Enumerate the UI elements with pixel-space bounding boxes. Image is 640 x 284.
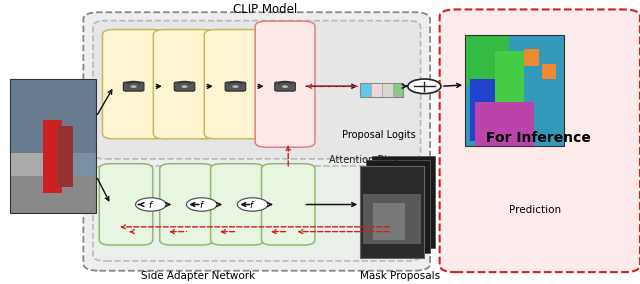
Circle shape — [237, 198, 268, 211]
Bar — [367, 160, 430, 252]
Text: Side Adapter Network: Side Adapter Network — [141, 271, 255, 281]
FancyBboxPatch shape — [174, 82, 195, 91]
FancyBboxPatch shape — [93, 166, 420, 261]
Bar — [465, 35, 564, 146]
Text: $\it{f}$: $\it{f}$ — [148, 199, 154, 210]
Bar — [360, 166, 424, 258]
FancyBboxPatch shape — [262, 164, 315, 245]
FancyBboxPatch shape — [99, 164, 153, 245]
FancyBboxPatch shape — [275, 82, 295, 91]
Circle shape — [186, 198, 217, 211]
FancyBboxPatch shape — [440, 9, 640, 272]
Bar — [381, 83, 392, 97]
Bar — [10, 79, 96, 214]
FancyBboxPatch shape — [204, 30, 267, 139]
Bar — [43, 120, 62, 193]
Bar — [470, 79, 524, 141]
Circle shape — [136, 198, 166, 211]
Bar — [465, 35, 564, 146]
Bar — [10, 153, 58, 214]
FancyBboxPatch shape — [154, 30, 216, 139]
Bar — [10, 79, 96, 153]
FancyBboxPatch shape — [102, 30, 165, 139]
Bar — [495, 51, 524, 113]
Bar — [360, 83, 371, 97]
Circle shape — [232, 85, 239, 88]
Bar — [465, 35, 509, 85]
Bar — [392, 83, 403, 97]
FancyBboxPatch shape — [255, 21, 315, 147]
Text: Mask Proposals: Mask Proposals — [360, 271, 440, 281]
Text: $\it{f}$: $\it{f}$ — [198, 199, 205, 210]
FancyBboxPatch shape — [160, 164, 213, 245]
Circle shape — [182, 85, 188, 88]
Text: Proposal Logits: Proposal Logits — [342, 130, 416, 140]
Bar — [372, 156, 435, 248]
Bar — [371, 83, 381, 97]
Bar — [360, 166, 424, 258]
FancyBboxPatch shape — [93, 21, 420, 159]
Bar — [524, 49, 539, 66]
Text: CLIP Model: CLIP Model — [232, 3, 297, 16]
Bar — [10, 176, 96, 214]
Text: $\it{f}$: $\it{f}$ — [250, 199, 256, 210]
Bar — [542, 64, 556, 79]
Text: Attention Bias: Attention Bias — [329, 155, 398, 165]
Circle shape — [408, 79, 441, 93]
Circle shape — [282, 85, 288, 88]
Bar — [373, 203, 404, 240]
Text: For Inference: For Inference — [486, 131, 591, 145]
Bar — [58, 126, 73, 187]
Bar — [475, 102, 534, 146]
FancyBboxPatch shape — [211, 164, 264, 245]
Bar — [10, 79, 96, 214]
Bar — [360, 83, 403, 97]
FancyBboxPatch shape — [225, 82, 246, 91]
Circle shape — [131, 85, 137, 88]
Bar — [364, 194, 420, 244]
FancyBboxPatch shape — [83, 12, 430, 271]
FancyBboxPatch shape — [124, 82, 144, 91]
Text: Prediction: Prediction — [509, 205, 561, 215]
